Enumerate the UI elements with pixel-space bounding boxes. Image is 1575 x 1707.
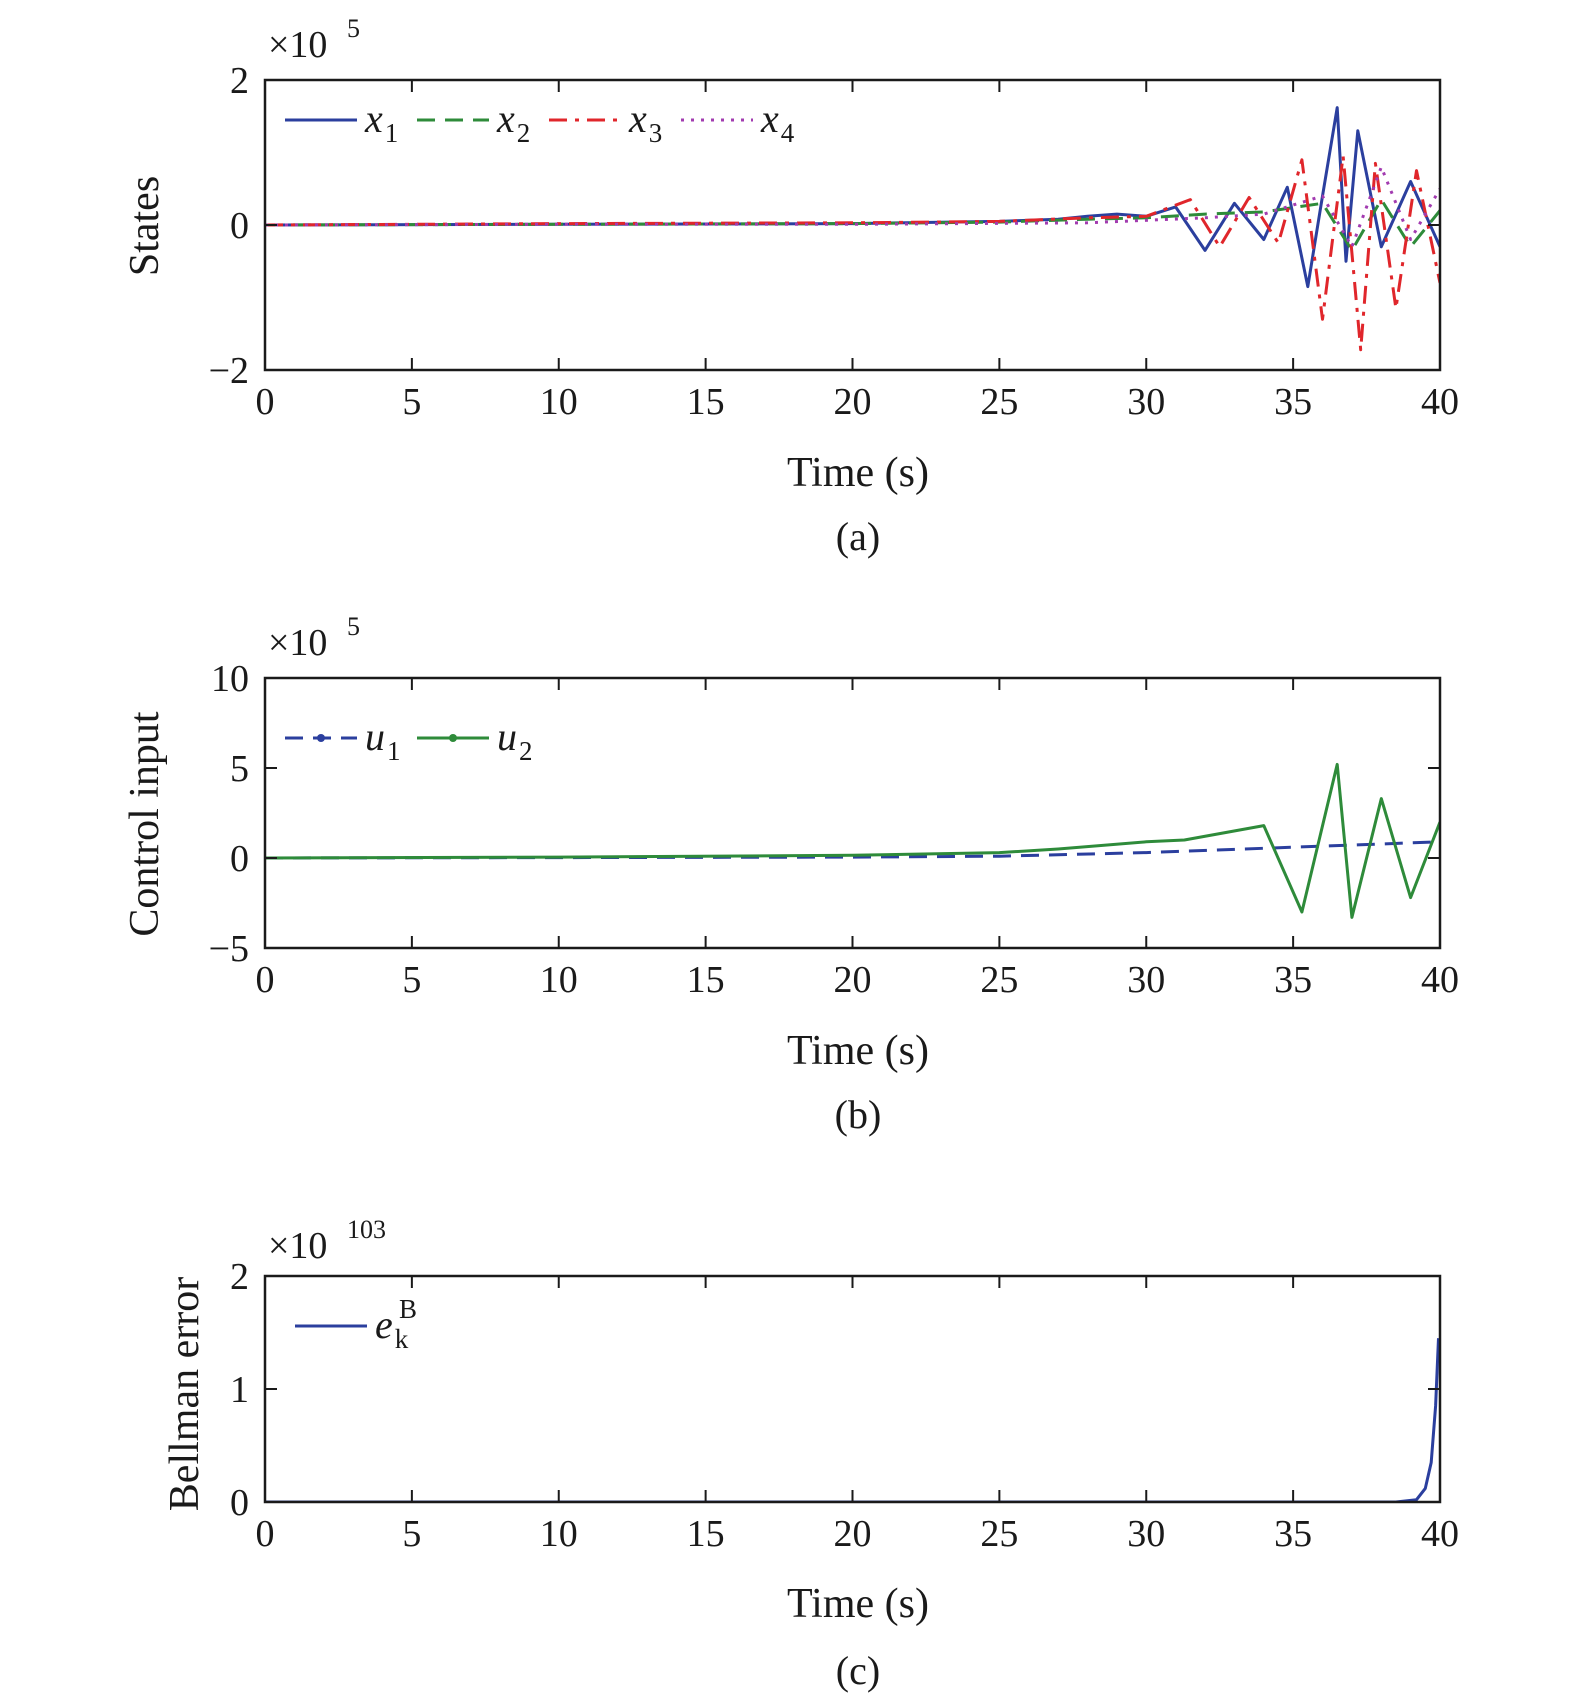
- panel-c-ytick-label: 1: [230, 1369, 249, 1411]
- panel-b-xtick-label: 35: [1274, 959, 1312, 1001]
- panel-b-legend-marker-u1: [317, 734, 325, 742]
- panel-b-xtick-label: 40: [1421, 959, 1459, 1001]
- panel-a-series-x1-line: [265, 106, 1440, 289]
- panel-c-xtick-label: 5: [402, 1513, 421, 1555]
- panel-a-legend-sub-x3: 3: [649, 118, 663, 148]
- panel-c-xtick-label: 0: [256, 1513, 275, 1555]
- panel-c-ytick-label: 0: [230, 1482, 249, 1524]
- panel-b-ylabel: Control input: [122, 711, 168, 937]
- panel-b-legend-label-u2: u2: [497, 714, 533, 766]
- panel-a-xtick-label: 0: [256, 381, 275, 423]
- panel-a-xtick-label: 15: [687, 381, 725, 423]
- panel-a-multiplier-base: ×10: [268, 24, 327, 66]
- panel-a-xtick-label: 35: [1274, 381, 1312, 423]
- panel-c-caption: (c): [836, 1648, 880, 1693]
- panel-a: ×10 5 States Time (s) (a): [122, 14, 929, 559]
- panel-a-legend-label-x1: x1: [364, 96, 398, 148]
- panel-b-legend-label-u1: u1: [365, 714, 401, 766]
- panel-c-xtick-label: 30: [1127, 1513, 1165, 1555]
- panel-c-xtick-label: 15: [687, 1513, 725, 1555]
- panel-b-xtick-label: 25: [980, 959, 1018, 1001]
- panel-a-series-x2-line: [265, 198, 1440, 252]
- panel-c-ylabel: Bellman error: [162, 1277, 208, 1511]
- panel-b-axes-box: [263, 676, 1442, 950]
- panel-b-xtick-label: 5: [402, 959, 421, 1001]
- panel-a-xtick-label: 40: [1421, 381, 1459, 423]
- panel-b-ytick-label: 10: [211, 658, 249, 700]
- panel-c-multiplier-exp: 103: [347, 1215, 386, 1244]
- panel-a-ytick-label: 0: [230, 205, 249, 247]
- panel-b-xtick-label: 0: [256, 959, 275, 1001]
- panel-a-legend-sub-x2: 2: [517, 118, 531, 148]
- panel-b-multiplier-exp: 5: [347, 612, 360, 641]
- panel-c-multiplier-base: ×10: [268, 1225, 327, 1267]
- panel-a-legend-label-x2: x2: [496, 96, 530, 148]
- panel-c-series-group: [265, 1338, 1440, 1502]
- panel-c-xtick-label: 10: [540, 1513, 578, 1555]
- panel-c-axes-box: [263, 1274, 1442, 1504]
- panel-b-multiplier-base: ×10: [268, 622, 327, 664]
- panel-b-series-u2-line: [265, 762, 1440, 919]
- panel-c-series-ek-line: [265, 1338, 1440, 1502]
- panel-b-series-group: [265, 762, 1440, 919]
- panel-a-ylabel: States: [122, 176, 168, 276]
- panel-a-ytick-label: −2: [209, 350, 249, 392]
- panel-a-series-x4-line: [265, 165, 1440, 249]
- panel-b-ytick-label: −5: [209, 928, 249, 970]
- panel-b-caption: (b): [835, 1092, 882, 1137]
- panel-c-legend-sub-ek: k: [395, 1324, 409, 1354]
- panel-a-xlabel: Time (s): [787, 450, 929, 496]
- panel-c-legend: ekB: [295, 1294, 417, 1354]
- panel-b-xlabel: Time (s): [787, 1028, 929, 1074]
- panel-a-series-group: [265, 106, 1440, 352]
- panel-b-legend-sub-u1: 1: [387, 736, 401, 766]
- panel-a-xtick-label: 5: [402, 381, 421, 423]
- panel-c-xtick-label: 35: [1274, 1513, 1312, 1555]
- panel-b-legend: u1 u2: [285, 714, 533, 766]
- panel-c-xtick-label: 40: [1421, 1513, 1459, 1555]
- panel-a-caption: (a): [836, 514, 880, 559]
- panel-a-legend-sub-x1: 1: [385, 118, 399, 148]
- panel-a-legend-label-x4: x4: [760, 96, 795, 148]
- panel-c: ×10 103 Bellman error Time (s) (c): [162, 1215, 929, 1693]
- panel-a-xtick-label: 20: [834, 381, 872, 423]
- panel-c-xlabel: Time (s): [787, 1581, 929, 1627]
- panel-a-xtick-label: 30: [1127, 381, 1165, 423]
- panel-b-legend-marker-u2: [449, 734, 457, 742]
- panel-a-xtick-label: 10: [540, 381, 578, 423]
- panel-b-xtick-label: 15: [687, 959, 725, 1001]
- panel-b-legend-sub-u2: 2: [519, 736, 533, 766]
- panel-c-legend-sup-ek: B: [399, 1294, 417, 1324]
- panel-a-legend-sub-x4: 4: [781, 118, 795, 148]
- panel-b-ytick-label: 0: [230, 838, 249, 880]
- panel-b-xtick-label: 30: [1127, 959, 1165, 1001]
- panel-a-series-x3-line: [265, 154, 1440, 352]
- panel-a-xtick-label: 25: [980, 381, 1018, 423]
- panel-b-ytick-label: 5: [230, 748, 249, 790]
- panel-b-xtick-label: 20: [834, 959, 872, 1001]
- panel-c-ytick-label: 2: [230, 1256, 249, 1298]
- panel-a-legend: x1 x2 x3 x4: [285, 96, 795, 148]
- panel-c-xtick-label: 20: [834, 1513, 872, 1555]
- panel-b-xtick-label: 10: [540, 959, 578, 1001]
- panel-c-xtick-label: 25: [980, 1513, 1018, 1555]
- panel-b: ×10 5 Control input Time (s) (b): [122, 612, 929, 1137]
- panel-a-legend-label-x3: x3: [628, 96, 662, 148]
- panel-a-multiplier-exp: 5: [347, 14, 360, 43]
- panel-a-ytick-label: 2: [230, 60, 249, 102]
